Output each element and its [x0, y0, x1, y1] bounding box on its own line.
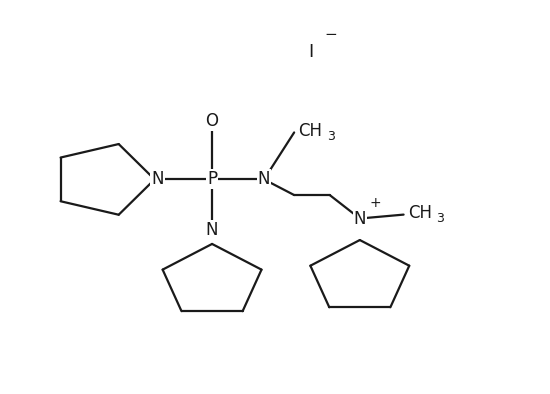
- Text: −: −: [324, 28, 337, 43]
- Text: 3: 3: [437, 212, 444, 225]
- Text: N: N: [258, 170, 270, 188]
- Text: P: P: [207, 170, 217, 188]
- Text: 3: 3: [327, 130, 335, 143]
- Text: O: O: [206, 112, 218, 130]
- Text: CH: CH: [299, 122, 322, 140]
- Text: N: N: [354, 210, 366, 227]
- Text: N: N: [206, 221, 218, 239]
- Text: I: I: [308, 43, 313, 61]
- Text: N: N: [151, 170, 163, 188]
- Text: CH: CH: [408, 204, 432, 223]
- Text: +: +: [370, 196, 381, 210]
